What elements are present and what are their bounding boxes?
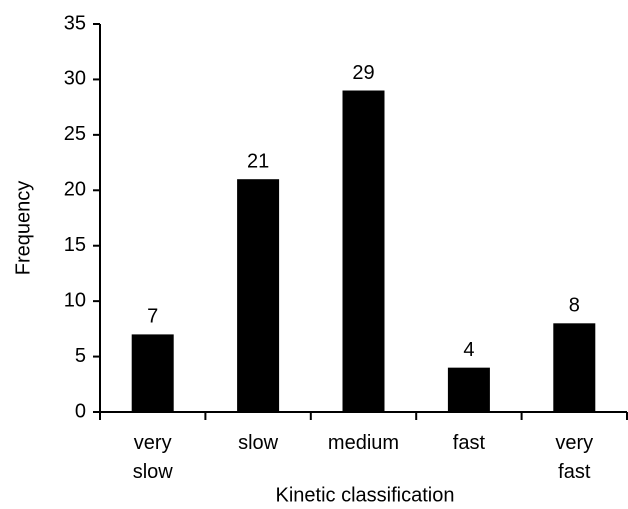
y-tick-label: 15 xyxy=(64,234,86,256)
y-tick-label: 20 xyxy=(64,179,86,201)
data-label: 7 xyxy=(147,306,158,328)
y-axis-label: Frequency xyxy=(12,181,34,276)
x-tick-label: very slow xyxy=(133,432,174,483)
x-tick-label: slow xyxy=(238,432,279,454)
x-tick-label: fast xyxy=(453,432,486,454)
x-axis-label: Kinetic classification xyxy=(276,484,455,506)
bar xyxy=(237,179,280,412)
bar xyxy=(131,334,174,412)
bar xyxy=(342,90,385,412)
x-tick-label: medium xyxy=(328,432,399,454)
bar xyxy=(553,323,596,412)
data-label: 29 xyxy=(352,62,374,84)
y-tick-label: 5 xyxy=(75,345,86,367)
data-label: 8 xyxy=(569,295,580,317)
y-tick-label: 25 xyxy=(64,123,86,145)
x-tick-label: very fast xyxy=(555,432,593,483)
y-tick-label: 0 xyxy=(75,400,86,422)
y-tick-label: 10 xyxy=(64,289,86,311)
data-label: 4 xyxy=(463,339,474,361)
y-tick-label: 30 xyxy=(64,68,86,90)
data-label: 21 xyxy=(247,150,269,172)
y-tick-label: 35 xyxy=(64,12,86,34)
bar xyxy=(447,367,490,412)
